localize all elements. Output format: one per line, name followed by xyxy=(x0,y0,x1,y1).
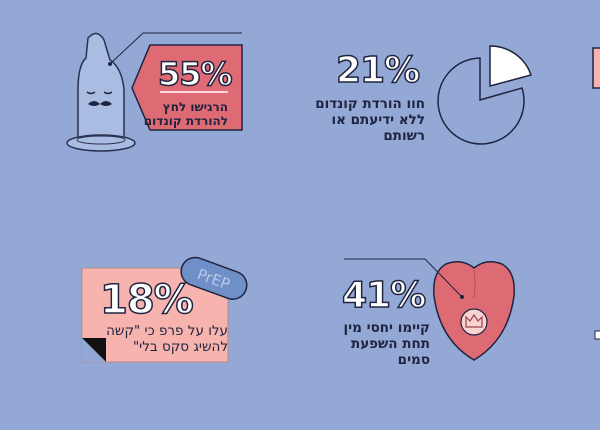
stat-value-21: 21% xyxy=(335,50,421,91)
crown-icon xyxy=(465,313,483,328)
stat-caption-55: הרגישו לחץ להורדת קונדום xyxy=(143,100,228,128)
condom-icon xyxy=(66,32,242,152)
stat-caption-41: קיימו יחסי מין תחת השפעת סמים xyxy=(343,320,430,368)
stat-badge-55 xyxy=(131,44,243,131)
tongue-icon xyxy=(344,258,515,361)
pie-chart-icon xyxy=(437,45,532,145)
mustache-icon xyxy=(88,101,112,106)
stat-card-18 xyxy=(81,267,229,363)
stat-value-41: 41% xyxy=(341,275,427,316)
pill-icon: PrEP xyxy=(180,256,248,300)
stat-caption-21: חוו הורדת קונדום ללא ידיעתם או רשותם xyxy=(315,96,425,144)
stat-value-18: 18% xyxy=(99,277,194,323)
stat-value-55: 55% xyxy=(157,55,233,93)
stat-caption-18: עלו על פרפ כי "קשה להשיג סקס בלי" xyxy=(106,323,228,355)
